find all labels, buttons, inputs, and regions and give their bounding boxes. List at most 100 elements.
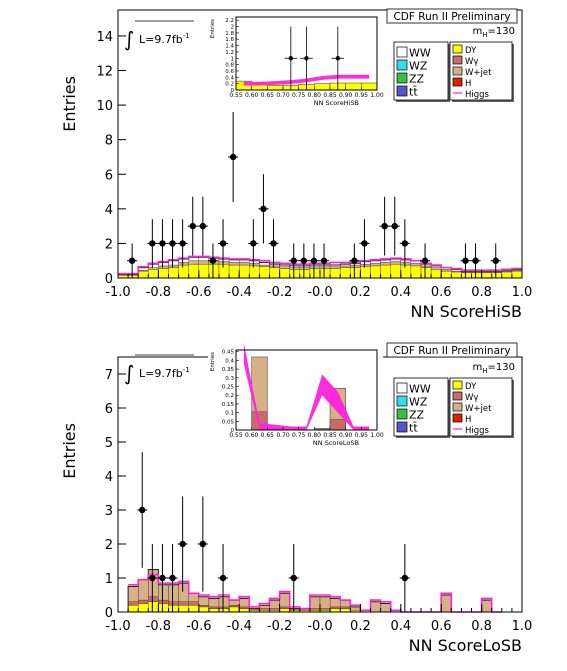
legend-label: DY	[465, 46, 477, 56]
x-tick-label: 0.8	[471, 285, 492, 300]
bar-dy-12	[249, 266, 259, 278]
data-point-3	[169, 575, 175, 581]
x-tick-label: -0.8	[146, 619, 171, 634]
bar-wjet-22	[350, 607, 360, 610]
bar-ww-7	[199, 257, 209, 260]
x-tick-label: -0.4	[227, 619, 252, 634]
bar-wg-14	[270, 609, 280, 611]
data-point-14	[301, 258, 307, 264]
bar-wjet-30	[431, 268, 441, 270]
bar-dy-7	[199, 607, 209, 612]
bar-wjet-10	[229, 262, 239, 265]
data-point-19	[381, 223, 387, 229]
inset-y-tick-label: 1.2	[225, 50, 234, 56]
bar-wg-20	[330, 607, 340, 609]
x-tick-label: 0.8	[471, 619, 492, 634]
legend-label: H	[465, 79, 471, 89]
inset-bar-7	[346, 83, 362, 90]
luminosity-label: L=9.7fb-1	[139, 366, 190, 380]
bar-wjet-24	[371, 602, 381, 612]
inset-x-tick-label: 0.65	[261, 92, 275, 99]
legend-label: WW	[409, 47, 431, 60]
inset-y-tick-label: 0.4	[225, 358, 234, 364]
bar-ww-2	[148, 264, 158, 267]
data-point-18	[361, 240, 367, 246]
data-point-10	[250, 240, 256, 246]
data-point-9	[230, 154, 236, 160]
inset-y-tick-label: 0.6	[225, 69, 234, 75]
chart-title: CDF Run II Preliminary	[393, 345, 510, 357]
inset-y-tick-label: 0.35	[222, 367, 235, 373]
y-tick-label: 3	[105, 504, 113, 519]
y-tick-label: 0	[105, 606, 113, 621]
inset-x-tick-label: 0.75	[292, 432, 306, 439]
x-tick-label: -0.0	[307, 285, 332, 300]
legend-swatch	[397, 60, 407, 70]
data-point-16	[321, 258, 327, 264]
bar-wg-19	[320, 609, 330, 611]
data-point-23	[462, 258, 468, 264]
inset-y-tick-label: 2	[231, 25, 235, 31]
bar-wjet-11	[239, 262, 249, 265]
bar-dy-25	[381, 265, 391, 278]
x-tick-label: 0.4	[390, 285, 411, 300]
bar-wg-4	[169, 602, 179, 605]
inset-y-tick-label: 0.8	[225, 63, 234, 69]
x-tick-label: 0.2	[350, 285, 371, 300]
inset-x-axis-title: NN ScoreLoSB	[313, 439, 359, 447]
data-point-22	[422, 258, 428, 264]
bar-wjet-22	[350, 265, 360, 268]
bar-wjet-20	[330, 598, 340, 607]
bar-dy-6	[189, 264, 199, 278]
inset-x-tick-label: 0.60	[245, 92, 259, 99]
y-tick-label: 1	[105, 572, 113, 587]
bar-wg-11	[239, 607, 249, 609]
bar-wjet-5	[179, 262, 189, 265]
legend-label: Higgs	[465, 426, 490, 436]
integral-sign: ∫	[124, 27, 134, 51]
bar-wjet-25	[381, 262, 391, 265]
inset-y-tick-label: 1.6	[225, 37, 234, 43]
inset-data-point-1	[304, 56, 308, 60]
bar-dy-14	[270, 268, 280, 278]
inset-y-tick-label: 0.25	[222, 385, 235, 391]
y-tick-label: 4	[105, 203, 113, 218]
inset-x-tick-label: 0.85	[323, 432, 337, 439]
inset-y-tick-label: 0.3	[225, 376, 234, 382]
bar-wjet-2	[148, 570, 158, 597]
bar-wjet-31	[441, 595, 451, 612]
bar-wg-1	[138, 600, 148, 603]
bar-dy-34	[472, 273, 482, 278]
bar-wjet-0	[128, 587, 138, 602]
legend-label: tt̄	[409, 421, 418, 434]
inset-y-axis-title: Entries	[210, 352, 216, 371]
x-tick-label: 0.6	[431, 285, 452, 300]
bar-wg-6	[189, 602, 199, 605]
inset-y-tick-label: 0.15	[222, 402, 235, 408]
bar-wjet-26	[391, 262, 401, 265]
bar-dy-11	[239, 609, 249, 612]
x-axis-title: NN ScoreLoSB	[409, 636, 522, 655]
inset-bar-5	[314, 84, 330, 90]
bar-wjet-9	[219, 262, 229, 265]
bar-dy-30	[431, 269, 441, 278]
inset-bar-wg-6	[330, 420, 346, 430]
bar-wjet-28	[411, 263, 421, 266]
bar-ww-5	[179, 259, 189, 262]
legend-label: WZ	[409, 396, 428, 409]
bar-wjet-15	[280, 593, 290, 607]
bar-ww-4	[169, 261, 179, 265]
bar-wjet-3	[158, 266, 168, 269]
x-tick-label: -0.6	[186, 619, 211, 634]
data-point-20	[392, 223, 398, 229]
y-tick-label: 4	[105, 470, 113, 485]
bar-dy-15	[280, 268, 290, 278]
bar-dy-5	[179, 265, 189, 278]
bar-wjet-1	[138, 580, 148, 600]
x-tick-label: -0.8	[146, 285, 171, 300]
bar-dy-38	[512, 271, 522, 278]
x-tick-label: -0.2	[267, 619, 292, 634]
